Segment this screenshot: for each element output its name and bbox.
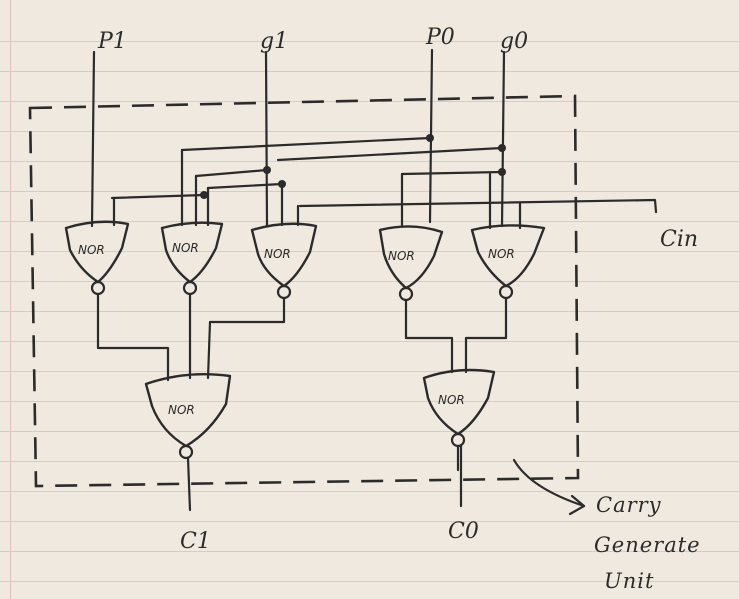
bus-p1mid [206,182,284,190]
nor-gate-c1: NOR [144,373,232,460]
junction-dot [426,134,434,142]
wire-p1 [90,50,96,228]
gate-label: NOR [264,247,291,261]
caption-line2: Generate [594,533,701,557]
junction-dot [498,168,506,176]
label-c0: C0 [448,519,479,544]
wire-c1-out [186,456,192,512]
caption-line1: Carry [596,493,662,517]
label-g0: g0 [500,29,528,54]
label-cin: Cin [660,227,698,252]
wire-n3-out [206,296,286,380]
wire-g1 [264,50,269,228]
junction-dot [278,180,286,188]
caption-arrowhead [568,494,586,516]
bus-cin [110,193,206,200]
junction-dot [200,191,208,199]
nor-gate-4: NOR [378,225,444,302]
wire-n1-out [96,292,170,382]
wire-g0 [500,50,506,228]
bus-g1 [194,168,269,178]
caption-arrow [512,458,586,508]
nor-gate-1: NOR [64,220,130,296]
nor-gate-5: NOR [470,224,546,300]
margin-line [10,0,11,599]
gate-label: NOR [438,393,465,407]
bus-p0 [180,136,432,152]
gate-label: NOR [488,247,515,261]
label-c1: C1 [180,529,211,554]
junction-dot [263,166,271,174]
gate-label: NOR [388,249,415,263]
gate-label: NOR [78,243,105,257]
bus-cin-long [298,198,658,214]
unit-boundary [28,94,580,488]
label-p1: P1 [97,29,127,54]
caption-line3: Unit [604,569,654,593]
wire-n4-out [404,298,454,374]
junction-dot [498,144,506,152]
gate-label: NOR [172,241,199,255]
bus-g0 [276,146,504,162]
nor-gate-2: NOR [160,221,224,296]
label-p0: P0 [425,25,455,50]
label-g1: g1 [260,29,288,54]
wire-n5-out [464,296,508,374]
bus-g0-right [400,170,504,176]
gate-label: NOR [168,403,195,417]
wire-c0-out [456,444,463,508]
nor-gate-c0: NOR [422,368,496,448]
nor-gate-3: NOR [250,222,318,300]
